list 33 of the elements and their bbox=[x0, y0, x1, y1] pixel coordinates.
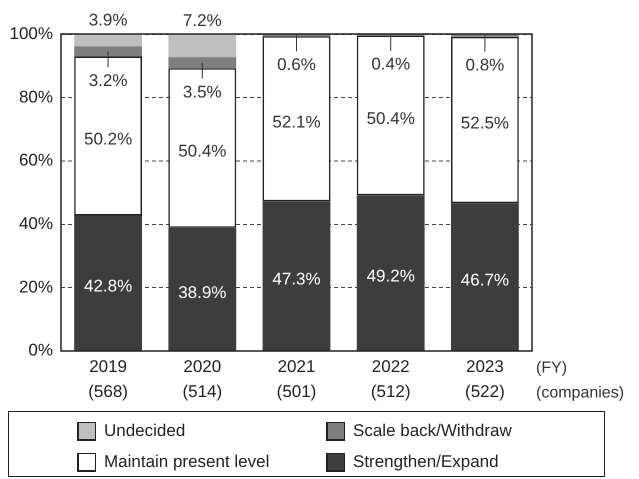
y-tick-label: 20% bbox=[18, 277, 53, 296]
data-label: 46.7% bbox=[460, 270, 509, 290]
data-label: 42.8% bbox=[84, 276, 132, 296]
y-tick-label: 0% bbox=[28, 340, 53, 360]
x-tick-label: 2021 (501) bbox=[276, 357, 316, 402]
data-label: 49.2% bbox=[366, 266, 415, 286]
x-axis-title: (FY) (companies) bbox=[536, 359, 624, 402]
y-tick-label: 40% bbox=[18, 214, 53, 234]
data-label: 50.2% bbox=[84, 130, 132, 149]
y-tick-label: 100% bbox=[10, 24, 53, 44]
data-label: 0.8% bbox=[466, 55, 504, 74]
x-tick-label: 2020 (514) bbox=[182, 357, 222, 402]
legend-label: Maintain present level bbox=[104, 452, 270, 472]
x-tick-label: 2019 (568) bbox=[88, 357, 128, 402]
data-label: 3.9% bbox=[88, 10, 128, 30]
data-label: 50.4% bbox=[178, 142, 226, 161]
data-label: 3.2% bbox=[88, 71, 128, 90]
legend-label: Scale back/Withdraw bbox=[353, 421, 512, 441]
data-label: 0.4% bbox=[371, 54, 410, 74]
legend-label: Strengthen/Expand bbox=[353, 452, 499, 472]
data-label: 52.1% bbox=[272, 112, 321, 132]
data-label: 50.4% bbox=[366, 109, 415, 128]
data-label: 0.6% bbox=[277, 54, 316, 74]
x-tick-label: 2023 (522) bbox=[465, 357, 505, 402]
data-label: 47.3% bbox=[272, 270, 321, 289]
y-tick-label: 60% bbox=[18, 150, 53, 170]
y-tick-label: 80% bbox=[18, 87, 53, 106]
x-tick-label: 2022 (512) bbox=[370, 357, 411, 402]
data-label: 3.5% bbox=[182, 82, 222, 102]
data-label: 7.2% bbox=[182, 11, 222, 30]
data-label: 38.9% bbox=[178, 282, 226, 302]
legend-label: Undecided bbox=[104, 421, 186, 441]
data-label: 52.5% bbox=[460, 114, 509, 133]
